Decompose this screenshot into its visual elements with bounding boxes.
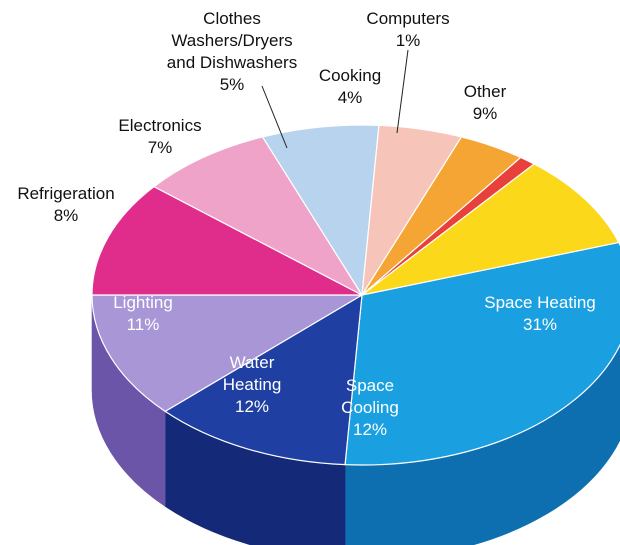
label-other: Other 9% [464, 82, 507, 123]
slice-label-line: Lighting [113, 293, 173, 312]
slice-space-cooling [164, 294, 363, 466]
pie-slices [91, 124, 620, 466]
label-space-heating: Space Heating 31% [484, 293, 596, 334]
slice-space-heating [344, 241, 620, 466]
slice-label-line: and Dishwashers [167, 53, 297, 72]
slice-value: 8% [54, 206, 79, 225]
slice-refrigeration [153, 136, 363, 296]
slice-value: 11% [127, 315, 160, 334]
slice-lighting [91, 186, 363, 296]
slice-label-line: Cooking [319, 66, 381, 85]
label-refrigeration: Refrigeration 8% [17, 184, 114, 225]
slice-label-line: Washers/Dryers [171, 31, 292, 50]
slice-other [361, 163, 620, 296]
label-space-cooling: Space Cooling 12% [341, 376, 399, 439]
slice-label-line: Space Heating [484, 293, 596, 312]
slice-label-line: Heating [223, 375, 282, 394]
slice-electronics [262, 124, 380, 296]
slice-water-heating [91, 294, 363, 412]
leader-line-computers [396, 49, 409, 134]
label-lighting: Lighting 11% [113, 293, 173, 334]
slice-label-line: Clothes [203, 9, 261, 28]
slice-value: 31% [523, 315, 557, 334]
slice-label-line: Other [464, 82, 507, 101]
slice-label-line: Water [230, 353, 275, 372]
slice-value: 5% [220, 75, 245, 94]
slice-label-line: Refrigeration [17, 184, 114, 203]
slice-value: 1% [396, 31, 421, 50]
label-water-heating: Water Heating 12% [223, 353, 282, 416]
slice-value: 9% [473, 104, 498, 123]
slice-label-line: Electronics [118, 116, 201, 135]
label-computers: Computers 1% [366, 9, 449, 50]
slice-value: 4% [338, 88, 363, 107]
label-leader-lines [261, 49, 409, 149]
slice-value: 12% [235, 397, 269, 416]
slice-labels: Space Heating 31% Space Cooling 12% Water Heat… [17, 9, 595, 439]
label-cooking: Cooking 4% [319, 66, 381, 107]
slice-value: 12% [353, 420, 387, 439]
label-electronics: Electronics 7% [118, 116, 201, 157]
slice-label-line: Space [346, 376, 394, 395]
slice-label-line: Computers [366, 9, 449, 28]
pie-depth-sides [91, 294, 620, 545]
leader-line-clothes-washers-dryers-and-dishwashers [261, 85, 288, 149]
slice-value: 7% [148, 138, 173, 157]
slice-label-line: Cooling [341, 398, 399, 417]
label-clothes-washers-dryers-and-dishwashers: Clothes Washers/Dryers and Dishwashers 5% [167, 9, 297, 94]
